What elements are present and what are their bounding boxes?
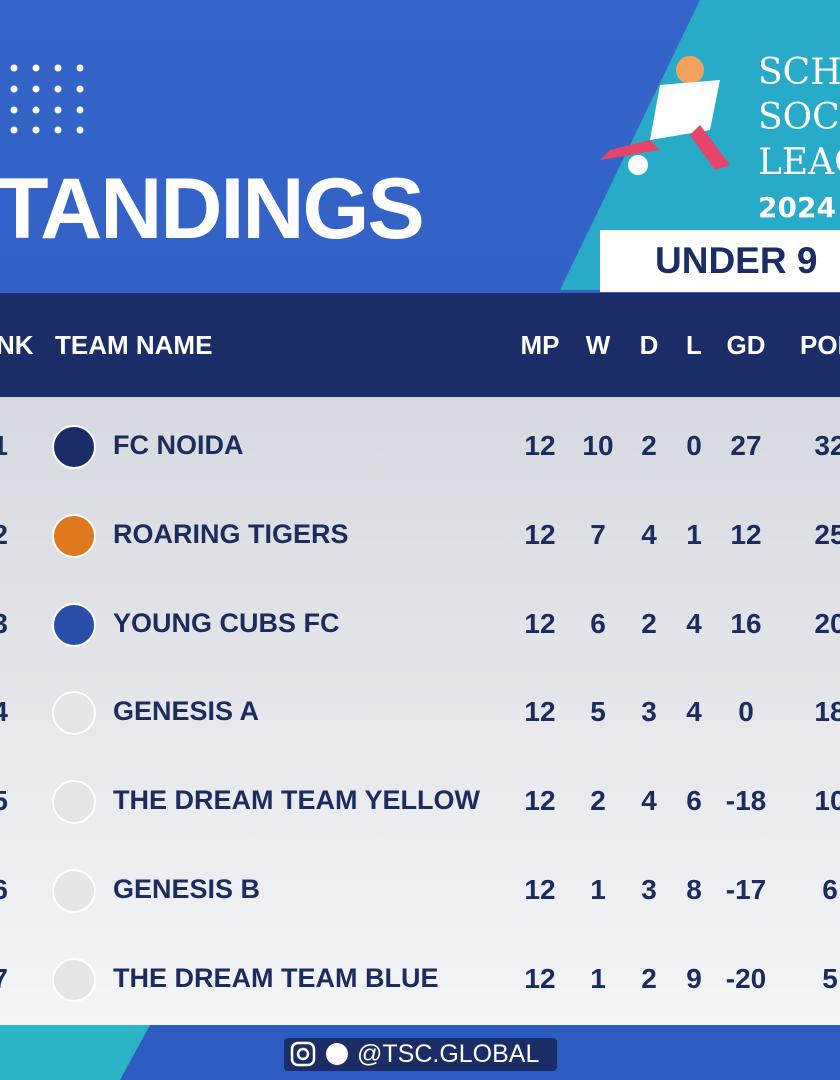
logo-line: LEAG bbox=[758, 142, 840, 183]
stat: 16 bbox=[730, 607, 762, 639]
rank: 3 bbox=[0, 607, 8, 639]
column-header: MP bbox=[520, 330, 560, 360]
stat: 6 bbox=[590, 607, 606, 639]
stat: 12 bbox=[524, 785, 556, 817]
team-logo bbox=[52, 957, 96, 1002]
table-header-bg bbox=[0, 293, 840, 397]
stat: 9 bbox=[686, 962, 702, 994]
player-illustration bbox=[600, 56, 730, 175]
stat: 4 bbox=[686, 696, 702, 728]
stat: 4 bbox=[686, 607, 702, 639]
team-name: GENESIS B bbox=[113, 874, 261, 904]
instagram-icon bbox=[290, 1041, 316, 1067]
rank: 6 bbox=[0, 874, 8, 905]
rank: 5 bbox=[0, 785, 8, 817]
stat: 7 bbox=[590, 518, 606, 550]
logo-line: SCHO bbox=[758, 52, 840, 93]
stat: 20 bbox=[814, 607, 840, 639]
stat: 3 bbox=[641, 696, 657, 728]
team-logo bbox=[52, 602, 96, 647]
stat: 32 bbox=[814, 430, 840, 461]
team-name: GENESIS A bbox=[113, 696, 260, 727]
stat: 12 bbox=[524, 430, 556, 461]
stat: 0 bbox=[738, 696, 754, 728]
stat: 2 bbox=[641, 430, 657, 461]
rank: 4 bbox=[0, 696, 8, 728]
column-header: D bbox=[639, 330, 659, 360]
stat: 12 bbox=[524, 962, 556, 994]
team-name: THE DREAM TEAM YELLOW bbox=[113, 785, 480, 816]
stat: 0 bbox=[686, 430, 702, 461]
column-header: TEAM NAME bbox=[55, 330, 213, 360]
column-header: L bbox=[686, 330, 702, 360]
stat: 5 bbox=[822, 962, 838, 994]
stat: 8 bbox=[686, 874, 702, 905]
stat: 12 bbox=[524, 607, 556, 639]
stat: 10 bbox=[582, 430, 614, 461]
dot-grid bbox=[10, 64, 84, 134]
team-logo bbox=[52, 780, 96, 825]
stat: -20 bbox=[725, 962, 767, 994]
rank: 1 bbox=[0, 430, 8, 461]
title: TANDINGS bbox=[0, 161, 425, 257]
stat: 12 bbox=[524, 518, 556, 550]
stat: -18 bbox=[725, 785, 767, 817]
footer-pill bbox=[284, 1038, 557, 1071]
stat: 1 bbox=[686, 518, 702, 550]
badge-bg bbox=[600, 230, 840, 292]
rank: 7 bbox=[0, 962, 8, 994]
stat: 1 bbox=[590, 874, 606, 905]
rank: 2 bbox=[0, 518, 8, 550]
stat: 12 bbox=[730, 518, 762, 550]
team-logo bbox=[52, 513, 96, 558]
table-body-bg bbox=[0, 397, 840, 1025]
teal-corner bbox=[0, 1025, 150, 1080]
stat: 1 bbox=[590, 962, 606, 994]
team-logo bbox=[52, 425, 96, 469]
column-header: GD bbox=[726, 330, 766, 360]
team-logo bbox=[52, 691, 96, 736]
age-badge: UNDER 9 bbox=[655, 240, 818, 281]
stat: 2 bbox=[641, 607, 657, 639]
stat: -17 bbox=[725, 874, 767, 905]
column-header: NK bbox=[0, 330, 34, 360]
stat: 18 bbox=[814, 696, 840, 728]
team-logo bbox=[52, 869, 96, 913]
stat: 6 bbox=[686, 785, 702, 817]
column-header: W bbox=[585, 330, 611, 360]
stat: 12 bbox=[524, 696, 556, 728]
stat: 10 bbox=[814, 785, 840, 817]
stat: 2 bbox=[641, 962, 657, 994]
team-name: YOUNG CUBS FC bbox=[113, 607, 340, 638]
stat: 3 bbox=[641, 874, 657, 905]
footer-handle: @TSC.GLOBAL bbox=[357, 1040, 540, 1068]
team-name: FC NOIDA bbox=[113, 430, 244, 460]
stat: 5 bbox=[590, 696, 606, 728]
stat: 27 bbox=[730, 430, 762, 461]
facebook-icon bbox=[326, 1043, 348, 1065]
stat: 4 bbox=[641, 785, 657, 817]
logo-year: 2024 bbox=[758, 191, 836, 224]
stat: 4 bbox=[641, 518, 657, 550]
team-name: ROARING TIGERS bbox=[113, 518, 349, 549]
team-name: THE DREAM TEAM BLUE bbox=[113, 962, 439, 993]
stat: 25 bbox=[814, 518, 840, 550]
stat: 6 bbox=[822, 874, 838, 905]
league-logo-text: SCHO SOCC LEAG 2024 bbox=[758, 50, 840, 230]
logo-line: SOCC bbox=[758, 97, 840, 138]
stat: 12 bbox=[524, 874, 556, 905]
stat: 2 bbox=[590, 785, 606, 817]
column-header: POIN bbox=[800, 330, 840, 360]
